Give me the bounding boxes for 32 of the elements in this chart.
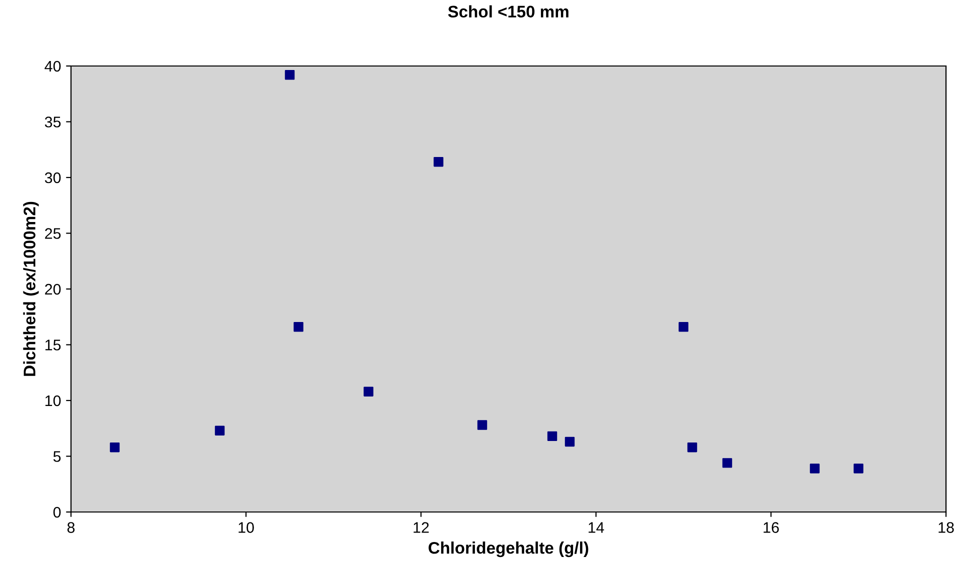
x-tick-label: 10	[238, 522, 254, 533]
point	[284, 70, 295, 80]
point	[722, 458, 732, 468]
x-tick-label: 12	[414, 522, 429, 533]
point	[110, 442, 120, 452]
x-tick-label: 14	[588, 522, 604, 533]
x-tick-label: 8	[67, 522, 75, 533]
y-tick-label: 20	[45, 284, 61, 295]
y-tick-label: 0	[53, 506, 61, 518]
y-tick-label: 5	[53, 451, 61, 462]
y-tick-label: 25	[45, 228, 61, 239]
x-axis-title: Chloridegehalte (g/l)	[428, 542, 588, 558]
point	[687, 442, 698, 452]
point	[854, 464, 864, 474]
x-tick-label: 16	[764, 522, 779, 533]
y-tick-label: 15	[45, 340, 61, 350]
y-axis-title: Dichtheid (ex/1000m2)	[23, 202, 39, 376]
point	[564, 436, 575, 447]
y-tick-label: 10	[45, 395, 61, 406]
y-tick-label: 40	[44, 60, 61, 72]
point	[434, 157, 444, 167]
x-tick-label: 18	[938, 522, 954, 533]
point	[810, 464, 820, 474]
point	[547, 431, 558, 442]
chart-title: Schol <150 mm	[448, 5, 568, 18]
y-tick-label: 30	[44, 172, 61, 184]
point	[214, 426, 225, 436]
point	[294, 322, 304, 332]
point	[364, 386, 374, 396]
y-tick-label: 35	[44, 116, 61, 128]
point	[477, 420, 488, 430]
point	[678, 322, 688, 332]
